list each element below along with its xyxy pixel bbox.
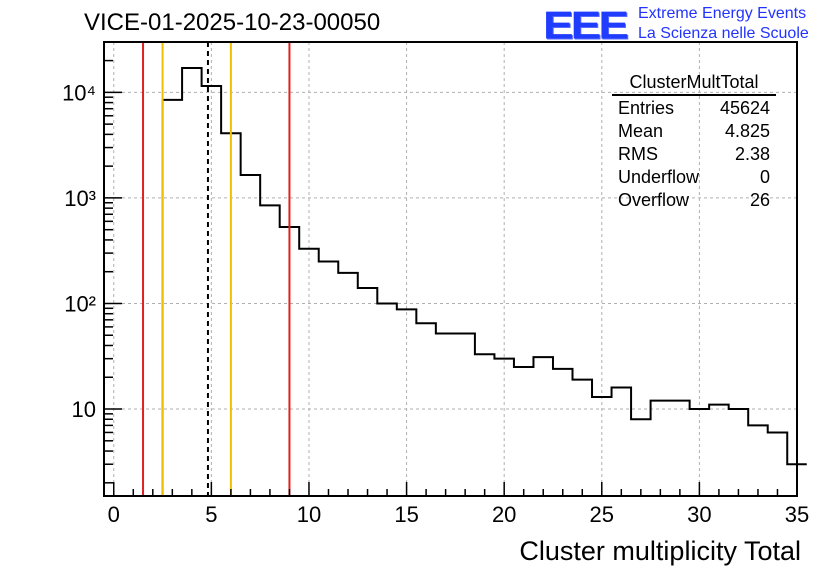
y-tick-label: 10² bbox=[64, 291, 96, 316]
stats-label: Mean bbox=[618, 121, 664, 141]
histogram-bin bbox=[768, 432, 788, 496]
histogram-bin bbox=[182, 68, 202, 496]
histogram-bin bbox=[163, 100, 183, 496]
y-tick-label: 10⁴ bbox=[62, 80, 96, 105]
histogram-bin bbox=[670, 401, 690, 496]
plot-frame bbox=[103, 41, 798, 497]
histogram-bin bbox=[612, 387, 632, 496]
histogram-outline bbox=[161, 67, 807, 496]
histogram-bin bbox=[241, 175, 261, 496]
y-tick-label: 10 bbox=[72, 397, 96, 422]
histogram-bin bbox=[709, 405, 729, 496]
histogram-bin bbox=[729, 409, 749, 496]
stats-row-underflow: Underflow 0 bbox=[612, 166, 776, 189]
stats-value: 0 bbox=[759, 167, 770, 187]
eee-logo: EEE bbox=[543, 2, 629, 48]
stats-label: Underflow bbox=[618, 167, 700, 187]
histogram-bin bbox=[748, 425, 768, 496]
histogram-bin bbox=[651, 401, 671, 496]
stats-label: Entries bbox=[618, 98, 675, 118]
x-tick-label: 30 bbox=[687, 502, 711, 527]
histogram-bin bbox=[338, 273, 358, 496]
logo-line-1: Extreme Energy Events bbox=[638, 5, 807, 22]
histogram-bin bbox=[377, 303, 397, 496]
stats-box: ClusterMultTotal Entries 45624 Mean 4.825 RM… bbox=[612, 72, 776, 212]
stats-row-rms: RMS 2.38 bbox=[612, 143, 776, 166]
histogram-bin bbox=[260, 205, 280, 496]
stats-value: 26 bbox=[749, 190, 770, 210]
histogram-bin bbox=[436, 333, 456, 496]
stats-label: RMS bbox=[618, 144, 658, 164]
histogram-bin bbox=[475, 354, 495, 496]
stats-value: 4.825 bbox=[724, 121, 770, 141]
stats-value: 2.38 bbox=[734, 144, 770, 164]
chart-title: VICE-01-2025-10-23-00050 bbox=[84, 9, 381, 36]
histogram-bin bbox=[631, 419, 651, 496]
stats-name: ClusterMultTotal bbox=[612, 72, 776, 96]
logo-line-2: La Scienza nelle Scuole bbox=[638, 25, 809, 42]
y-tick-label: 10³ bbox=[64, 186, 96, 211]
stats-value: 45624 bbox=[719, 98, 770, 118]
stats-label: Overflow bbox=[618, 190, 690, 210]
x-tick-label: 0 bbox=[108, 502, 120, 527]
histogram-bin bbox=[358, 288, 378, 496]
histogram-bin bbox=[553, 369, 573, 496]
histogram-bin bbox=[455, 333, 475, 496]
histogram-bin bbox=[299, 249, 319, 496]
stats-row-entries: Entries 45624 bbox=[612, 97, 776, 120]
histogram-bin bbox=[494, 359, 514, 496]
histogram-bin bbox=[202, 86, 222, 496]
x-tick-label: 10 bbox=[297, 502, 321, 527]
histogram-bin bbox=[319, 261, 339, 496]
x-tick-label: 25 bbox=[590, 502, 614, 527]
histogram-bin bbox=[514, 367, 534, 496]
histogram-bin bbox=[592, 397, 612, 496]
x-tick-label: 20 bbox=[492, 502, 516, 527]
x-tick-label: 35 bbox=[785, 502, 809, 527]
histogram-bin bbox=[397, 309, 417, 496]
histogram-bin bbox=[416, 323, 436, 496]
stats-row-mean: Mean 4.825 bbox=[612, 120, 776, 143]
stats-row-overflow: Overflow 26 bbox=[612, 189, 776, 212]
x-axis-label: Cluster multiplicity Total bbox=[519, 536, 801, 566]
x-tick-label: 15 bbox=[394, 502, 418, 527]
histogram-bin bbox=[533, 357, 553, 496]
x-tick-label: 5 bbox=[205, 502, 217, 527]
histogram-bin bbox=[573, 380, 593, 496]
